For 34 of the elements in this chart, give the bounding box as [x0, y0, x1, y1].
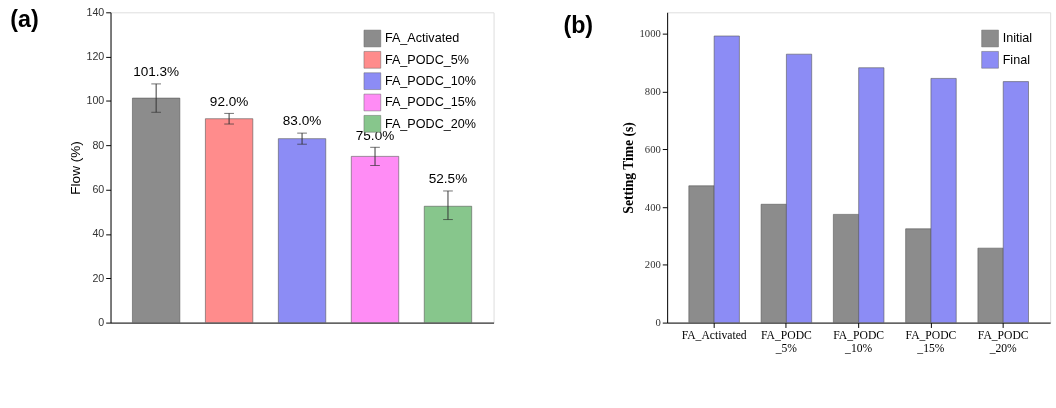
y-tick-label: 0: [98, 316, 105, 329]
y-tick-label: 200: [644, 259, 661, 271]
y-tick-label: 1000: [639, 28, 661, 40]
y-tick-label: 40: [92, 227, 105, 240]
y-tick-label: 400: [644, 201, 661, 213]
legend-label: FA_PODC_15%: [384, 95, 476, 110]
y-tick-label: 20: [92, 271, 105, 284]
x-tick-label: FA_PODC _20%: [977, 328, 1029, 356]
y-tick-label: 60: [92, 183, 105, 196]
chart-title: (a): [10, 5, 39, 32]
y-tick-label: 600: [644, 143, 661, 155]
y-tick-label: 800: [644, 86, 661, 98]
y-axis-title: Flow (%): [67, 141, 83, 195]
legend-label: Final: [1002, 52, 1030, 67]
x-tick-label: FA_PODC _15%: [905, 328, 957, 356]
legend-label: FA_PODC_10%: [384, 74, 476, 89]
y-tick-label: 140: [86, 5, 105, 18]
y-tick-label: 120: [86, 50, 105, 63]
data-label: 52.5%: [428, 171, 468, 187]
y-tick-label: 100: [86, 94, 105, 107]
legend-label: FA_PODC_20%: [384, 116, 476, 131]
legend-label: FA_PODC_5%: [384, 52, 469, 67]
data-label: 101.3%: [133, 64, 180, 80]
y-tick-label: 0: [655, 317, 661, 329]
legend-label: Initial: [1002, 31, 1033, 46]
chart-title: (b): [563, 11, 594, 38]
data-label: 83.0%: [282, 113, 322, 129]
x-tick-label: FA_Activated: [681, 328, 747, 342]
x-tick-label: FA_PODC _10%: [833, 328, 885, 356]
legend-label: FA_Activated: [384, 31, 460, 46]
data-label: 92.0%: [209, 93, 249, 109]
y-axis-title: Setting Time (s): [620, 122, 637, 214]
y-tick-label: 80: [92, 138, 105, 151]
x-tick-label: FA_PODC _5%: [760, 328, 813, 356]
